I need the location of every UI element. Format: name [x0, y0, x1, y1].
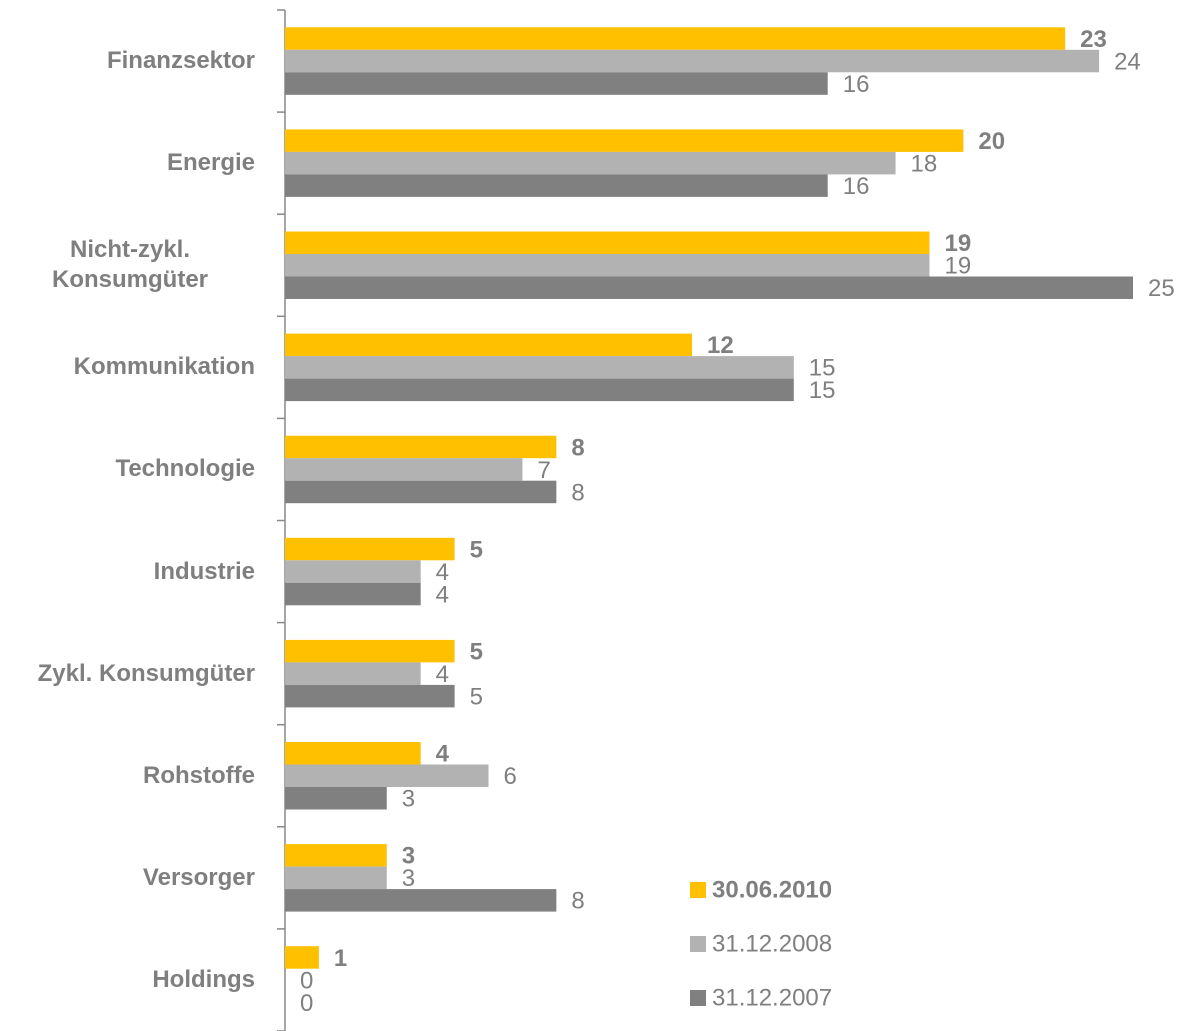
- data-label: 1: [334, 945, 347, 972]
- data-label: 6: [504, 763, 517, 790]
- category-label: Technologie: [115, 455, 255, 483]
- legend-swatch: [690, 882, 706, 898]
- bar: [285, 151, 896, 175]
- data-label: 5: [470, 683, 483, 710]
- data-label: 15: [809, 355, 836, 382]
- data-label: 4: [436, 581, 449, 608]
- data-label: 5: [470, 638, 483, 665]
- data-label: 4: [436, 741, 450, 768]
- data-label: 0: [300, 967, 313, 994]
- data-label: 19: [944, 253, 971, 280]
- category-label: Zykl. Konsumgüter: [37, 659, 255, 687]
- category-label: Nicht-zykl. Konsumgüter: [52, 236, 208, 294]
- bar: [285, 662, 421, 685]
- category-label: Industrie: [153, 557, 255, 585]
- bar: [285, 560, 421, 583]
- bar: [285, 174, 828, 197]
- legend-swatch: [690, 990, 706, 1006]
- data-label: 18: [911, 150, 938, 177]
- data-label: 12: [707, 332, 734, 359]
- bar: [285, 27, 1066, 50]
- bar: [285, 458, 523, 481]
- legend-label: 31.12.2008: [712, 930, 832, 957]
- bar: [285, 866, 387, 890]
- bar: [285, 231, 930, 254]
- bar: [285, 764, 489, 787]
- data-label: 3: [402, 865, 415, 892]
- bar: [285, 72, 828, 95]
- data-label: 8: [571, 888, 584, 915]
- bar: [285, 844, 387, 867]
- legend-swatch: [690, 936, 706, 952]
- bar: [285, 333, 693, 357]
- data-label: 16: [843, 71, 870, 98]
- data-label: 20: [978, 128, 1005, 155]
- data-label: 19: [944, 230, 971, 257]
- legend-label: 31.12.2007: [712, 984, 832, 1011]
- bar: [285, 49, 1100, 73]
- bar: [285, 946, 319, 969]
- category-label: Versorger: [142, 863, 255, 891]
- bar: [285, 254, 930, 277]
- data-label: 5: [470, 536, 483, 563]
- data-label: 0: [300, 990, 313, 1017]
- bar: [285, 276, 1133, 299]
- data-label: 3: [402, 786, 415, 813]
- data-label: 4: [436, 661, 449, 688]
- bar: [285, 378, 794, 402]
- bar: [285, 889, 557, 912]
- data-label: 23: [1080, 26, 1107, 53]
- legend-label: 30.06.2010: [712, 876, 832, 903]
- bar: [285, 742, 421, 765]
- bar: [285, 537, 455, 561]
- data-label: 3: [402, 843, 415, 870]
- data-label: 8: [571, 479, 584, 506]
- bar: [285, 787, 387, 810]
- bar: [285, 129, 964, 152]
- category-label: Energie: [166, 149, 255, 177]
- data-label: 7: [537, 457, 550, 484]
- data-label: 16: [843, 173, 870, 200]
- bar: [285, 480, 557, 504]
- bar: [285, 684, 455, 708]
- bar: [285, 639, 455, 663]
- data-label: 24: [1114, 48, 1141, 75]
- bar: [285, 356, 794, 379]
- data-label: 15: [809, 377, 836, 404]
- category-label: Holdings: [152, 965, 255, 993]
- data-label: 4: [436, 559, 449, 586]
- category-label: Finanzsektor: [106, 47, 255, 75]
- bar: [285, 435, 557, 459]
- category-label: Kommunikation: [73, 353, 255, 381]
- bar: [285, 582, 421, 606]
- data-label: 25: [1148, 275, 1175, 302]
- category-label: Rohstoffe: [143, 761, 255, 789]
- data-label: 8: [571, 434, 584, 461]
